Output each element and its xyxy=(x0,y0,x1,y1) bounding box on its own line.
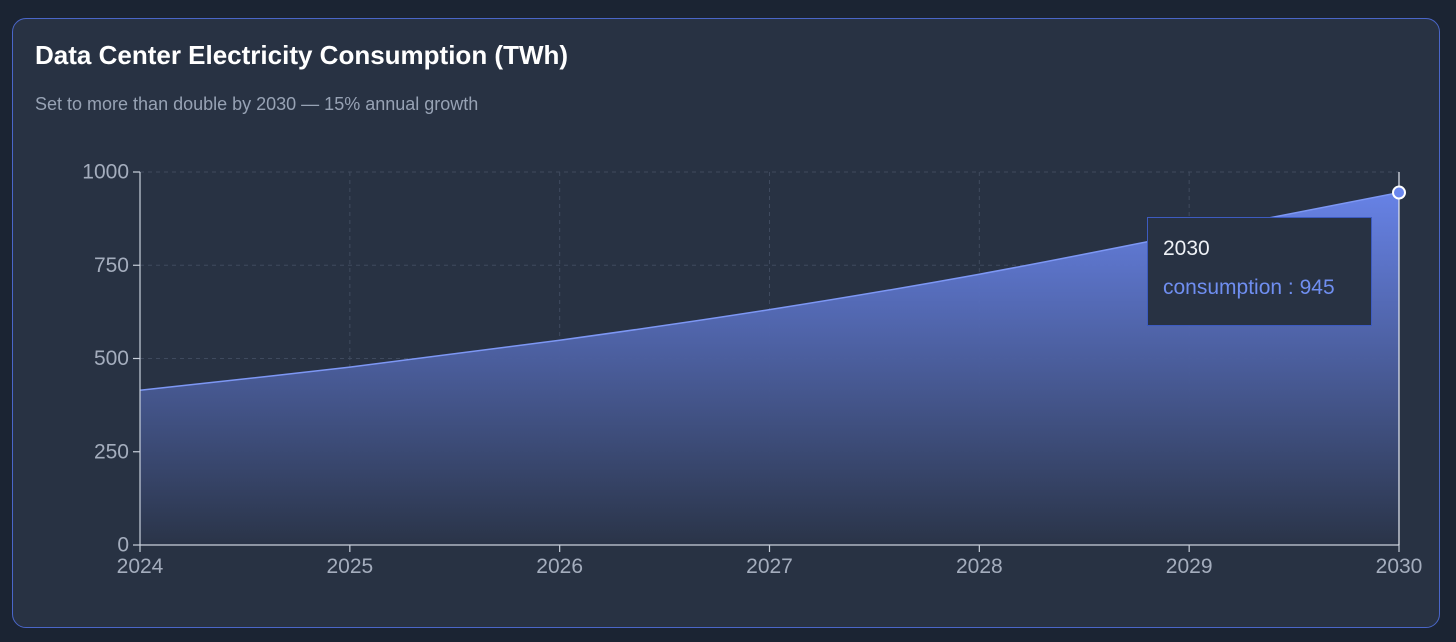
y-tick-label-0: 0 xyxy=(117,534,129,557)
x-tick-label-2026: 2026 xyxy=(536,555,583,578)
x-tick-label-2025: 2025 xyxy=(326,555,373,578)
y-tick-label-500: 500 xyxy=(94,347,129,370)
y-tick-label-250: 250 xyxy=(94,440,129,463)
tooltip-separator: : xyxy=(1282,276,1300,299)
tooltip-value: 945 xyxy=(1299,276,1335,299)
axes xyxy=(133,171,1400,552)
tick-labels: 0 250 500 750 1000 2024 2025 2026 2027 2028 2029 20… xyxy=(82,161,1422,579)
series-area-consumption xyxy=(140,192,1399,545)
x-tick-label-2028: 2028 xyxy=(956,555,1003,578)
active-point-2030[interactable] xyxy=(1392,185,1406,200)
x-tick-label-2027: 2027 xyxy=(746,555,793,578)
x-tick-label-2029: 2029 xyxy=(1166,555,1213,578)
chart-subtitle: Set to more than double by 2030 — 15% an… xyxy=(35,94,479,114)
y-tick-label-750: 750 xyxy=(94,254,129,277)
y-tick-label-1000: 1000 xyxy=(82,161,129,184)
tooltip-series-label: consumption xyxy=(1163,276,1283,299)
tooltip-title: 2030 xyxy=(1163,237,1210,260)
chart-tooltip: 2030 consumption : 945 xyxy=(1147,217,1372,326)
x-tick-label-2030: 2030 xyxy=(1376,555,1423,578)
x-tick-label-2024: 2024 xyxy=(117,555,164,578)
data-points xyxy=(1392,172,1406,545)
tooltip-value-row: consumption : 945 xyxy=(1163,276,1371,300)
chart-title: Data Center Electricity Consumption (TWh… xyxy=(35,40,569,70)
